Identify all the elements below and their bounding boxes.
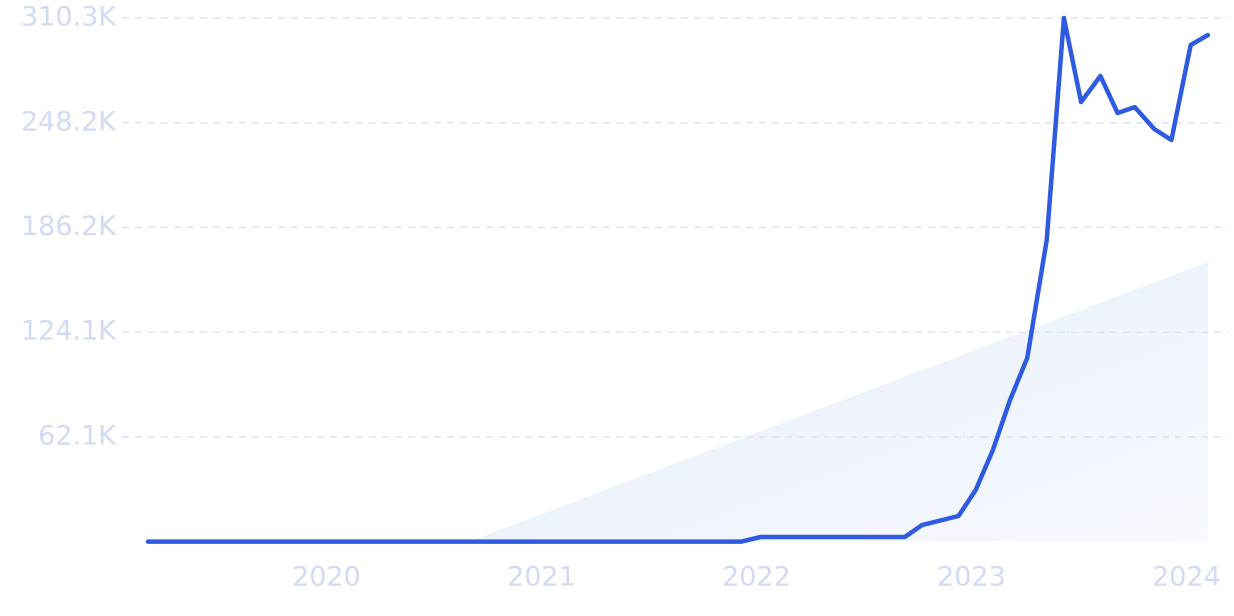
- x-tick-label: 2024: [1152, 562, 1221, 593]
- x-tick-label: 2021: [507, 562, 576, 593]
- trend-area: [470, 262, 1208, 541]
- y-tick-label: 186.2K: [21, 211, 117, 242]
- x-tick-label: 2020: [292, 562, 361, 593]
- y-tick-label: 124.1K: [21, 316, 117, 347]
- y-tick-label: 248.2K: [21, 106, 117, 137]
- y-tick-label: 310.3K: [21, 2, 117, 33]
- x-tick-label: 2023: [937, 562, 1006, 593]
- x-tick-label: 2022: [722, 562, 791, 593]
- y-tick-label: 62.1K: [38, 420, 117, 451]
- trend-line: [145, 15, 1211, 544]
